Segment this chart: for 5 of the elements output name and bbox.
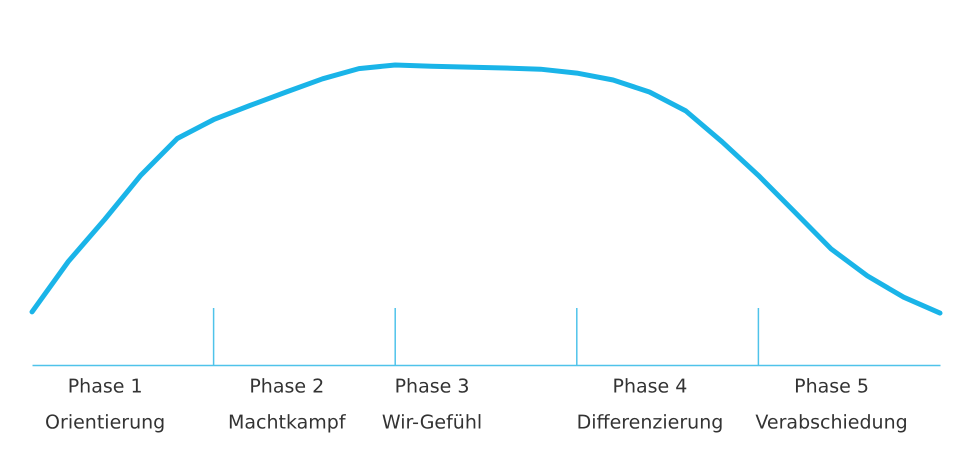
x-tick-label: Phase 4 Differenzierung [576, 376, 724, 434]
x-tick-label: Phase 3 Wir-Gefühl [382, 376, 482, 434]
x-tick-label: Phase 1 Orientierung [45, 376, 166, 434]
x-tick-label: Phase 2 Machtkampf [228, 376, 347, 434]
x-tick-label: Phase 5 Verabschiedung [755, 376, 908, 434]
